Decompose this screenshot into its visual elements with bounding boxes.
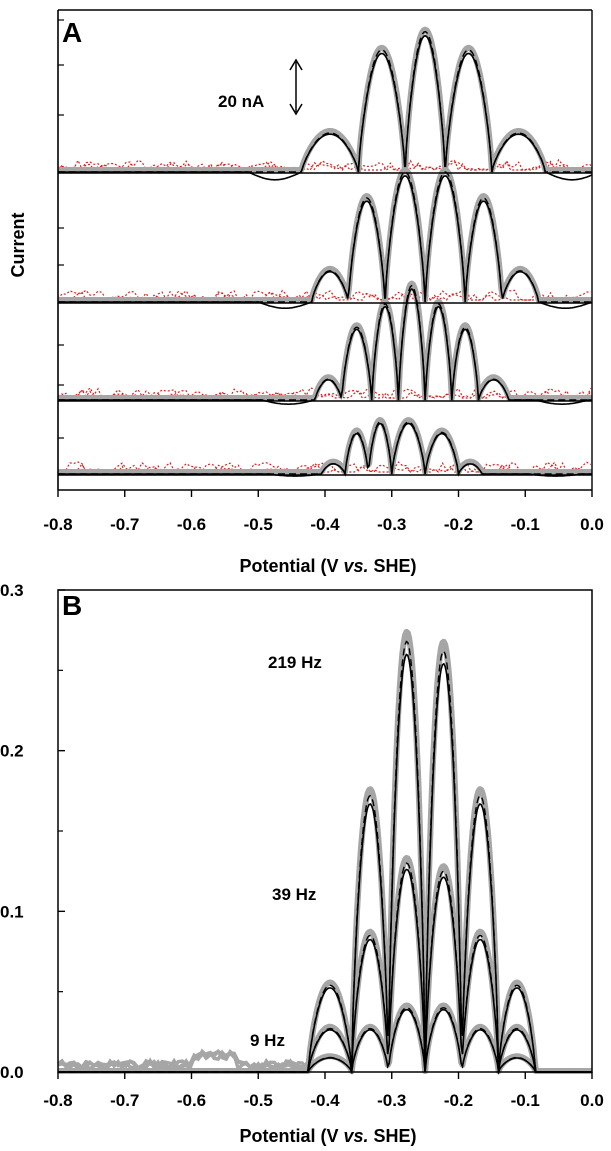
panel-b-baseline-noise-3 [56,1049,312,1072]
panel-b-x-tick-label-1: -0.8 [43,1091,72,1110]
panel-b-simulated-solid-9-hz [58,1008,592,1075]
panel-b-simulated-dashed-219-hz [58,640,592,1073]
panel-b-y-tick-label-2: 0.1 [0,902,24,921]
panel-a-x-tick-label-7: -0.2 [444,515,473,534]
panel-a-noise-trace-4-1 [58,460,592,473]
panel-b-label: B [62,590,82,621]
panel-a-experimental-harmonic-2 [56,167,594,303]
panel-a-simulated-dashed-harmonic-1 [58,30,592,173]
panel-b-simulated-dashed-9-hz [58,1007,592,1075]
panel-b-x-tick-labels: -0.8 -0.7 -0.6 -0.5 -0.4 -0.3 -0.2 -0.1 0.0 [43,1091,603,1110]
panel-b-x-tick-label-2: -0.7 [110,1091,139,1110]
panel-a-x-tick-label-9: 0.0 [580,515,604,534]
panel-b-experimental-39-hz [56,855,594,1074]
panel-a-x-tick-label-4: -0.5 [244,515,273,534]
panel-a-x-tick-label-3: -0.6 [177,515,206,534]
panel-a-y-axis-title: Current [8,212,28,277]
panel-b-simulated-dashed-39-hz [58,862,592,1073]
panel-a-experimental-harmonic-3 [56,280,594,401]
panel-b-y-tick-label-4: 0.3 [0,581,24,600]
annotation-9hz: 9 Hz [250,1031,285,1050]
panel-b-x-axis-title-part1: Potential (V [239,1126,343,1146]
panel-b-x-axis-title-part2: SHE) [369,1126,417,1146]
panel-b-experimental-9-hz [56,1002,594,1074]
panel-a-simulated-solid-harmonic-3 [58,287,592,405]
panel-a-x-axis-title-vs: vs. [343,556,368,576]
panel-b: B 0.00.10.20.3 -0.8 -0.7 -0.6 -0.5 -0.4 -0.3-… [0,581,604,1146]
panel-a-simulated-solid-harmonic-1 [58,34,593,181]
panel-a-experimental-harmonic-1 [56,26,594,173]
panel-b-y-tick-label-1: 0.0 [0,1063,24,1082]
panel-a-x-tick-label-2: -0.7 [110,515,139,534]
panel-b-x-tick-label-4: -0.5 [244,1091,273,1110]
panel-a-x-tick-label-1: -0.8 [43,515,72,534]
panel-a-x-axis-title: Potential (V vs. SHE) [239,556,416,576]
panel-b-x-tick-label-8: -0.1 [511,1091,540,1110]
panel-b-experimental-219-hz [56,628,594,1074]
panel-a-x-tick-labels: -0.8 -0.7 -0.6 -0.5 -0.4 -0.3 -0.2 -0.1 0.0 [43,515,603,534]
panel-a-x-axis-title-part2: SHE) [369,556,417,576]
annotation-219hz: 219 Hz [268,653,322,672]
panel-a-curves [56,26,594,477]
panel-b-x-tick-label-9: 0.0 [580,1091,604,1110]
panel-a-simulated-dashed-harmonic-4 [58,421,592,477]
panel-b-y-tick-labels: 0.0 0.1 0.2 0.3 [0,581,24,1082]
panel-a-noise-trace-3-1 [57,386,592,400]
panel-a-noise-trace-1-2 [57,159,591,172]
annotation-39hz: 39 Hz [272,885,316,904]
panel-a-simulated-solid-harmonic-2 [58,175,593,309]
panel-b-simulated-solid-219-hz [58,653,592,1073]
panel-b-x-axis-title: Potential (V vs. SHE) [239,1126,416,1146]
panel-a-x-tick-label-8: -0.1 [511,515,540,534]
panel-a-experimental-harmonic-4 [56,417,594,475]
panel-b-axes [57,589,593,1079]
panel-a-simulated-dashed-harmonic-3 [58,284,592,401]
panel-b-x-tick-label-7: -0.2 [444,1091,473,1110]
scale-bar-arrow [289,58,303,116]
scale-bar-label: 20 nA [218,92,264,111]
panel-a-x-tick-label-6: -0.3 [377,515,406,534]
panel-b-x-tick-label-3: -0.6 [177,1091,206,1110]
panel-b-x-axis-title-vs: vs. [343,1126,368,1146]
panel-a-simulated-dashed-harmonic-2 [58,171,592,303]
panel-b-x-tick-label-5: -0.4 [310,1091,340,1110]
panel-b-curves [56,628,594,1075]
panel-b-simulated-solid-39-hz [58,868,592,1073]
panel-b-y-tick-label-3: 0.2 [0,742,24,761]
panel-a: A 20 nA Current -0.8 -0.7 -0.6 -0.5 -0.4 -0.3… [8,9,604,576]
panel-a-noise-trace-2-1 [57,289,591,302]
panel-a-axes [57,9,593,497]
panel-b-x-tick-label-6: -0.3 [377,1091,406,1110]
panel-b-frame [57,589,593,1073]
panel-a-x-tick-label-5: -0.4 [310,515,340,534]
panel-a-label: A [62,17,82,48]
panel-a-x-axis-title-part1: Potential (V [239,556,343,576]
